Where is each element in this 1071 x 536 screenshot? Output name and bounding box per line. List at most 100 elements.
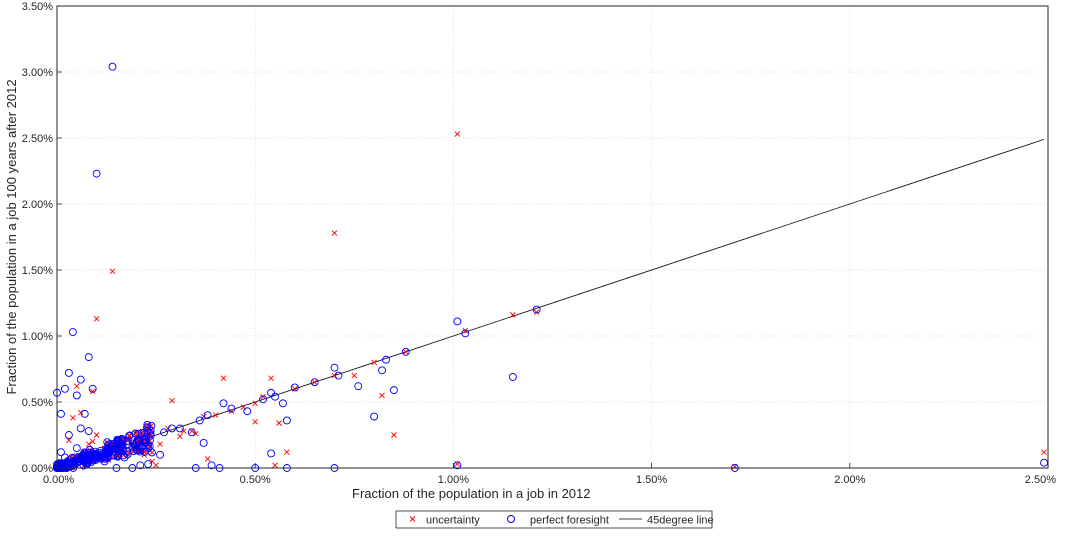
y-tick-label: 1.00% — [22, 331, 53, 343]
point-uncertainty — [157, 441, 163, 448]
point-perfect-foresight — [125, 431, 134, 440]
plot-area — [57, 6, 1048, 468]
y-tick-label: 0.00% — [22, 463, 53, 475]
point-uncertainty — [177, 433, 183, 440]
point-uncertainty — [462, 327, 469, 334]
point-perfect-foresight — [82, 454, 90, 463]
y-tick-label: 2.50% — [22, 133, 53, 145]
point-uncertainty — [93, 316, 100, 322]
point-perfect-foresight — [103, 450, 112, 458]
point-uncertainty — [181, 428, 187, 434]
point-perfect-foresight — [72, 391, 81, 400]
point-perfect-foresight — [136, 461, 145, 470]
point-perfect-foresight — [160, 428, 168, 437]
point-uncertainty — [228, 408, 235, 415]
point-perfect-foresight — [58, 462, 67, 471]
point-perfect-foresight — [84, 353, 93, 362]
point-uncertainty — [331, 372, 338, 379]
x-tick-label: 2.50% — [1025, 474, 1056, 486]
point-perfect-foresight — [227, 404, 236, 413]
point-perfect-foresight — [71, 457, 80, 466]
series-45degree-line — [56, 138, 1045, 469]
point-perfect-foresight — [143, 423, 151, 432]
legend-label-45degree-line: 45degree line — [647, 515, 714, 527]
legend: uncertainty perfect foresight 45degree l… — [395, 510, 714, 529]
point-perfect-foresight — [115, 445, 124, 454]
point-perfect-foresight — [108, 62, 117, 71]
point-perfect-foresight — [123, 450, 132, 459]
legend-label-perfect-foresight: perfect foresight — [530, 515, 609, 527]
y-tick-label: 2.00% — [22, 199, 53, 211]
point-perfect-foresight — [168, 424, 176, 433]
point-perfect-foresight — [107, 439, 116, 448]
point-perfect-foresight — [147, 421, 156, 430]
point-uncertainty — [403, 349, 409, 355]
point-perfect-foresight — [72, 444, 81, 453]
point-perfect-foresight — [207, 461, 216, 470]
legend-box — [395, 510, 713, 529]
y-tick-label: 3.00% — [22, 67, 53, 79]
point-perfect-foresight — [187, 428, 196, 437]
point-uncertainty — [169, 397, 175, 404]
point-perfect-foresight — [142, 438, 151, 447]
point-perfect-foresight — [195, 416, 204, 425]
point-perfect-foresight — [137, 429, 146, 437]
point-perfect-foresight — [146, 429, 155, 438]
point-perfect-foresight — [125, 432, 133, 441]
point-perfect-foresight — [175, 424, 184, 433]
point-uncertainty — [510, 312, 516, 318]
point-uncertainty — [1041, 449, 1047, 455]
reference-line-layer — [56, 138, 1045, 469]
point-perfect-foresight — [68, 328, 77, 336]
x-tick-label: 2.00% — [834, 474, 865, 486]
point-perfect-foresight — [91, 451, 100, 460]
point-perfect-foresight — [453, 461, 462, 470]
point-uncertainty — [311, 379, 318, 386]
point-perfect-foresight — [64, 369, 73, 377]
point-uncertainty — [89, 438, 96, 445]
point-perfect-foresight — [134, 429, 143, 438]
point-perfect-foresight — [91, 447, 99, 456]
point-perfect-foresight — [156, 450, 165, 459]
point-perfect-foresight — [101, 450, 110, 459]
point-perfect-foresight — [203, 411, 212, 420]
point-perfect-foresight — [278, 399, 287, 408]
point-perfect-foresight — [92, 169, 101, 178]
point-perfect-foresight — [63, 461, 72, 470]
point-uncertainty — [268, 375, 274, 382]
point-uncertainty — [252, 400, 259, 407]
point-perfect-foresight — [88, 384, 97, 393]
legend-marker-uncertainty — [409, 516, 416, 522]
data-points-layer — [53, 62, 1048, 472]
point-uncertainty — [272, 462, 278, 469]
point-perfect-foresight — [330, 363, 339, 372]
point-perfect-foresight — [354, 382, 363, 391]
point-perfect-foresight — [105, 448, 114, 457]
point-perfect-foresight — [113, 451, 122, 460]
y-tick-label: 1.50% — [22, 265, 53, 277]
point-perfect-foresight — [135, 443, 144, 452]
point-perfect-foresight — [401, 347, 410, 356]
point-perfect-foresight — [267, 449, 276, 458]
y-tick-label: 3.50% — [22, 1, 53, 13]
point-perfect-foresight — [64, 431, 73, 439]
point-uncertainty — [351, 372, 358, 379]
point-perfect-foresight — [508, 372, 517, 381]
point-perfect-foresight — [259, 395, 268, 404]
point-perfect-foresight — [102, 448, 111, 457]
point-perfect-foresight — [382, 355, 390, 364]
x-tick-label: 0.00% — [43, 474, 74, 486]
point-perfect-foresight — [219, 399, 228, 408]
point-perfect-foresight — [282, 416, 291, 425]
point-uncertainty — [109, 268, 116, 275]
legend-marker-perfect-foresight — [507, 515, 515, 523]
point-uncertainty — [252, 418, 259, 425]
point-perfect-foresight — [76, 375, 85, 384]
point-perfect-foresight — [271, 392, 279, 401]
point-uncertainty — [89, 388, 96, 395]
point-perfect-foresight — [370, 412, 379, 421]
point-uncertainty — [371, 359, 377, 366]
point-perfect-foresight — [104, 440, 113, 449]
point-uncertainty — [93, 432, 100, 438]
